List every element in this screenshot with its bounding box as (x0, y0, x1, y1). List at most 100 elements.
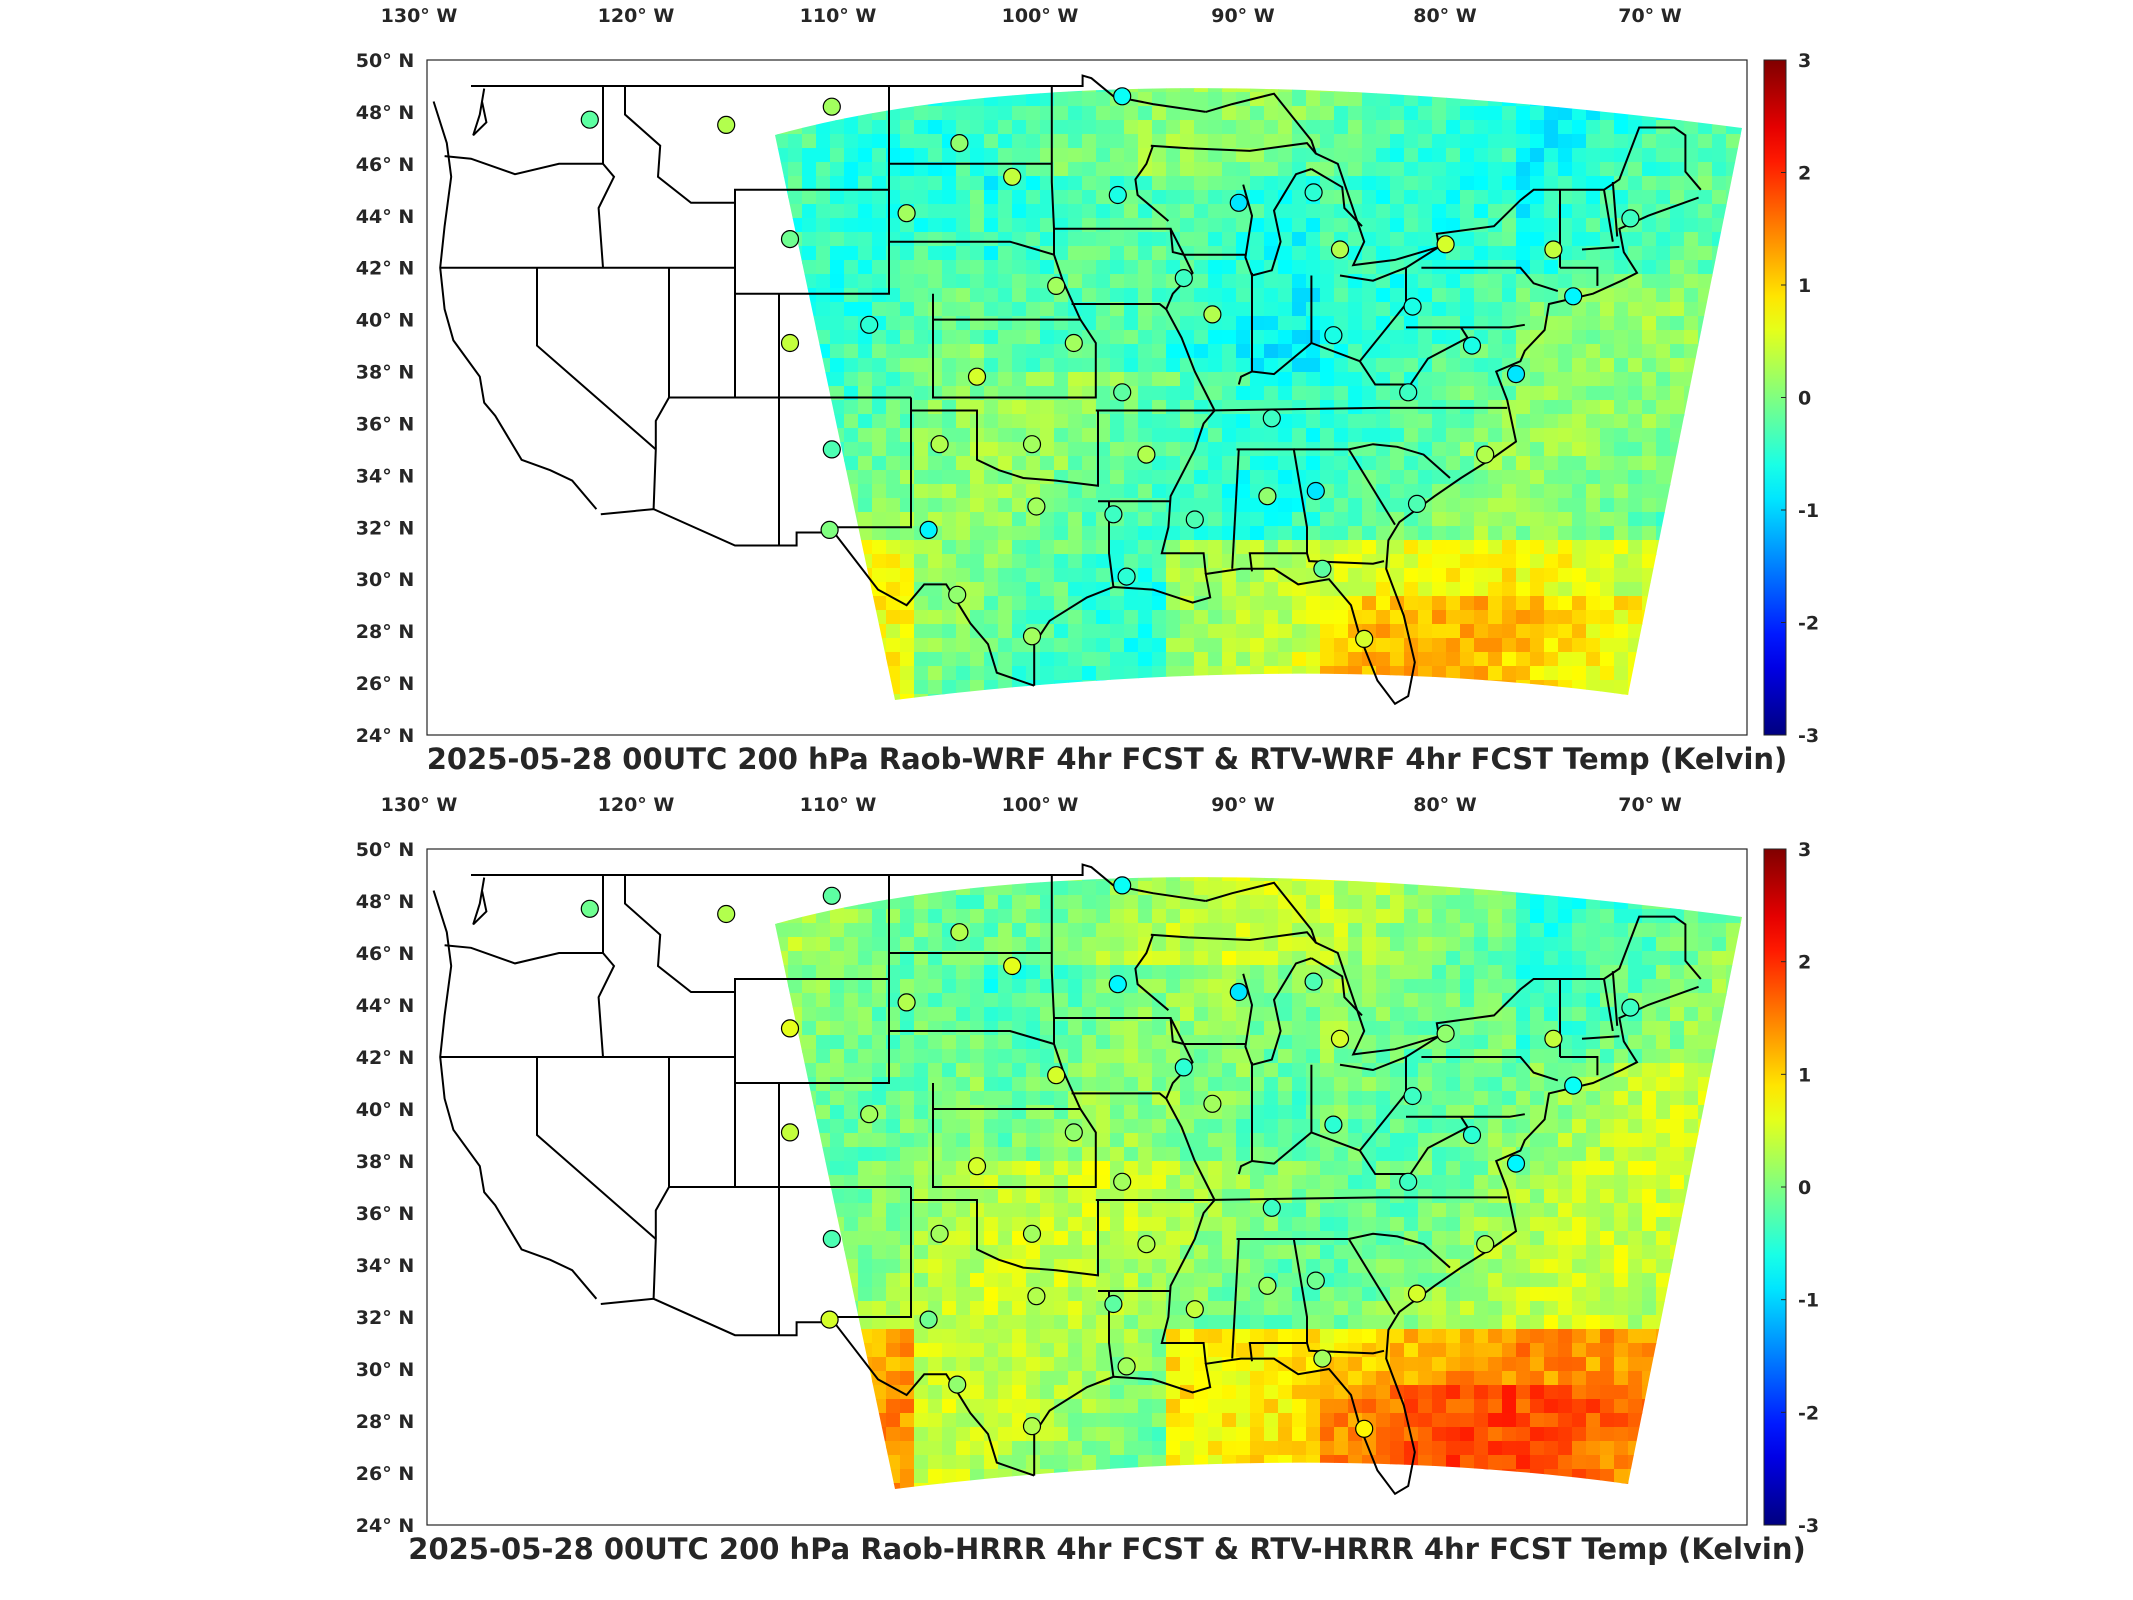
raob-station-marker (1306, 1271, 1325, 1290)
colorbar-tick-label: 1 (1798, 1064, 1811, 1086)
latitude-tick-label: 28° N (356, 1411, 414, 1433)
raob-station-marker (1324, 1115, 1343, 1134)
raob-station-marker (967, 367, 987, 386)
raob-station-marker (1506, 1154, 1526, 1173)
raob-station-marker (1399, 1172, 1418, 1191)
colorbar-tick-label: 1 (1798, 275, 1811, 297)
colorbar-tick-label: 3 (1798, 50, 1811, 72)
raob-station-marker (919, 520, 938, 540)
raob-station-marker (897, 993, 916, 1012)
raob-station-marker (1203, 305, 1222, 324)
raob-station-marker (1330, 240, 1350, 259)
raob-station-marker (1064, 333, 1083, 353)
latitude-tick-label: 48° N (356, 891, 414, 913)
raob-station-marker (1203, 1094, 1222, 1113)
raob-station-marker (1117, 1357, 1136, 1376)
raob-station-marker (1064, 1123, 1083, 1142)
raob-station-marker (948, 585, 967, 604)
latitude-tick-label: 30° N (356, 1359, 414, 1381)
raob-station-marker (1185, 510, 1204, 529)
latitude-tick-label: 36° N (356, 413, 414, 435)
raob-station-marker (1258, 1276, 1277, 1295)
colorbar-tick-label: 2 (1798, 163, 1811, 185)
raob-station-marker (948, 1375, 967, 1394)
map-panel-2: 130° W 120° W 110° W 100° W 90° W 80° W 70° W 5… (356, 794, 1819, 1566)
raob-station-marker (1564, 287, 1583, 306)
raob-station-marker (1104, 1294, 1123, 1314)
raob-station-marker (1229, 193, 1248, 212)
latitude-tick-label: 28° N (356, 621, 414, 643)
latitude-tick-label: 32° N (356, 517, 414, 539)
raob-station-marker (1047, 1066, 1066, 1085)
raob-station-marker (930, 435, 949, 454)
raob-station-marker (820, 1310, 839, 1329)
raob-station-marker (1462, 336, 1482, 355)
raob-station-marker (967, 1157, 987, 1176)
raob-station-marker (1047, 276, 1066, 295)
raob-station-marker (1174, 1058, 1193, 1077)
latitude-tick-label: 34° N (356, 1255, 414, 1277)
colorbar-tick-label: -1 (1798, 500, 1819, 522)
latitude-tick-label: 32° N (356, 1307, 414, 1329)
colorbar-tick-label: 0 (1798, 388, 1811, 410)
raob-station-marker (780, 1123, 800, 1142)
latitude-tick-label: 30° N (356, 569, 414, 591)
latitude-tick-label: 42° N (356, 1047, 414, 1069)
raob-station-marker (1262, 1198, 1281, 1217)
colorbar-tick-label: -2 (1798, 1402, 1819, 1424)
latitude-tick-label: 26° N (356, 1463, 414, 1485)
longitude-tick-label: 90° W (1211, 794, 1275, 816)
map-axes-box (426, 848, 1748, 1526)
raob-station-marker (1313, 559, 1332, 578)
longitude-tick-label: 70° W (1618, 794, 1682, 816)
latitude-tick-label: 40° N (356, 310, 414, 332)
raob-station-marker (1324, 326, 1343, 345)
raob-station-marker (1174, 269, 1193, 288)
latitude-tick-label: 34° N (356, 465, 414, 487)
latitude-tick-label: 46° N (356, 943, 414, 965)
temperature-difference-field (775, 877, 1742, 1489)
latitude-tick-label: 26° N (356, 673, 414, 695)
raob-station-marker (1399, 383, 1418, 402)
raob-station-marker (1355, 1419, 1374, 1438)
raob-station-marker (897, 204, 916, 223)
raob-station-marker (1113, 383, 1132, 402)
raob-station-marker (1306, 481, 1325, 501)
raob-station-marker (1262, 409, 1281, 428)
longitude-tick-label: 80° W (1413, 5, 1477, 27)
panel-title: 2025-05-28 00UTC 200 hPa Raob-WRF 4hr FC… (427, 742, 1788, 776)
raob-station-marker (860, 315, 879, 334)
raob-station-marker (717, 904, 736, 924)
raob-station-marker (1003, 956, 1022, 976)
latitude-tick-label: 38° N (356, 1151, 414, 1173)
state-boundaries (432, 74, 1702, 706)
raob-station-marker (1258, 487, 1277, 506)
raob-station-marker (820, 520, 839, 540)
raob-station-marker (1544, 240, 1563, 259)
raob-station-marker (1407, 494, 1427, 513)
raob-station-marker (1407, 1284, 1427, 1303)
raob-station-marker (919, 1310, 938, 1329)
raob-station-marker (1544, 1029, 1563, 1048)
raob-station-marker (950, 923, 969, 942)
raob-station-marker (950, 134, 969, 153)
raob-station-marker (822, 886, 841, 905)
latitude-tick-label: 42° N (356, 258, 414, 280)
raob-station-marker (1462, 1125, 1482, 1145)
longitude-tick-label: 90° W (1211, 5, 1275, 27)
colorbar-tick-label: -3 (1798, 1515, 1819, 1537)
colorbar: 3 2 1 0 -1 -2 -3 (1763, 839, 1819, 1537)
latitude-tick-label: 40° N (356, 1099, 414, 1121)
raob-station-marker (1436, 1024, 1455, 1043)
latitude-tick-label: 24° N (356, 1515, 414, 1537)
raob-station-marker (1403, 297, 1422, 316)
raob-station-marker (1022, 435, 1042, 454)
raob-station-marker (1022, 627, 1042, 646)
raob-station-marker (1108, 975, 1127, 994)
colorbar-tick-label: 0 (1798, 1177, 1811, 1199)
longitude-tick-label: 100° W (1002, 794, 1079, 816)
latitude-tick-label: 44° N (356, 206, 414, 228)
raob-station-marker (930, 1224, 949, 1243)
raob-station-marker (1022, 1417, 1042, 1436)
